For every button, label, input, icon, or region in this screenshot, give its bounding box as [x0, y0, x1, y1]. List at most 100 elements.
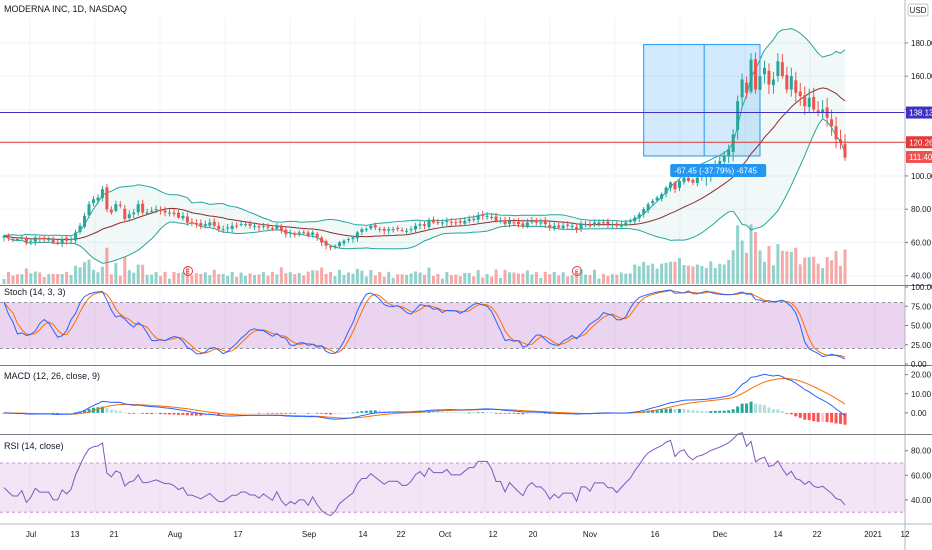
macd-histogram-bar	[320, 412, 324, 414]
macd-histogram-bar	[794, 412, 798, 417]
candle	[172, 212, 176, 215]
price-pane[interactable]: -67.45 (-37.79%) -6745 E E MODERNA INC, …	[0, 4, 905, 284]
candle	[615, 223, 619, 226]
candle	[624, 222, 628, 225]
macd-histogram-bar	[700, 410, 704, 413]
volume-bar	[727, 259, 731, 284]
currency-label[interactable]: USD	[907, 3, 929, 17]
candle	[758, 76, 762, 90]
macd-histogram-bar	[754, 403, 758, 413]
volume-bar	[695, 264, 699, 284]
macd-histogram-bar	[825, 412, 829, 423]
macd-histogram-bar	[521, 412, 525, 415]
volume-bar	[762, 261, 766, 284]
price-tag: 111.40	[909, 153, 932, 162]
candle	[619, 224, 623, 227]
rsi-title: RSI (14, close)	[4, 441, 64, 451]
volume-bar	[476, 270, 480, 284]
volume-bar	[172, 271, 176, 284]
macd-histogram-bar	[767, 407, 771, 413]
macd-histogram-bar	[360, 411, 364, 413]
candle	[253, 225, 257, 227]
macd-histogram-bar	[51, 412, 55, 414]
volume-bar	[615, 274, 619, 284]
candle	[601, 222, 605, 224]
candle	[24, 237, 28, 243]
volume-bar	[150, 274, 154, 284]
volume-bar	[230, 272, 234, 284]
volume-bar	[208, 275, 212, 284]
macd-histogram-bar	[176, 412, 180, 415]
candle	[821, 109, 825, 113]
candle	[718, 160, 722, 165]
volume-bar	[400, 274, 404, 284]
y-tick-label: 50.00	[911, 322, 932, 331]
macd-histogram-bar	[266, 412, 270, 414]
x-tick-label: 17	[234, 530, 243, 539]
macd-histogram-bar	[458, 412, 462, 414]
macd-histogram-bar	[217, 412, 221, 416]
macd-histogram-bar	[660, 409, 664, 413]
volume-bar	[369, 269, 373, 284]
candle	[42, 237, 46, 240]
volume-bars	[2, 224, 847, 284]
candle	[239, 224, 243, 226]
candle	[472, 218, 476, 220]
macd-signal-line	[3, 377, 846, 419]
macd-pane[interactable]: MACD (12, 26, close, 9)	[2, 371, 847, 425]
volume-bar	[346, 272, 350, 284]
volume-bar	[548, 274, 552, 284]
volume-bar	[114, 263, 118, 284]
macd-histogram-bar	[194, 412, 198, 416]
volume-bar	[454, 274, 458, 284]
volume-bar	[203, 272, 207, 284]
volume-bar	[485, 274, 489, 284]
macd-histogram-bar	[324, 412, 328, 415]
x-tick-label: 12	[489, 530, 498, 539]
macd-histogram-bar	[100, 406, 104, 413]
candle	[74, 232, 78, 241]
candle	[38, 238, 42, 240]
x-tick-label: 21	[110, 530, 119, 539]
macd-histogram-bar	[150, 412, 154, 415]
volume-bar	[42, 277, 46, 284]
candle	[803, 95, 807, 107]
volume-bar	[740, 240, 744, 284]
volume-bar	[154, 272, 158, 284]
bollinger-basis	[3, 87, 846, 240]
rsi-pane[interactable]: RSI (14, close)	[0, 432, 905, 517]
y-tick-label: 80.00	[911, 447, 932, 456]
candle	[127, 214, 131, 219]
volume-bar	[606, 275, 610, 284]
earnings-marker[interactable]: E	[183, 266, 193, 277]
volume-bar	[320, 267, 324, 284]
candle	[695, 177, 699, 184]
candle	[11, 238, 15, 240]
candle	[490, 216, 494, 218]
candle	[539, 222, 543, 224]
macd-histogram-bar	[499, 412, 503, 414]
volume-bar	[440, 278, 444, 284]
macd-histogram-bar	[691, 410, 695, 413]
macd-histogram-bar	[839, 412, 843, 424]
candle	[839, 139, 843, 143]
candle	[552, 225, 556, 228]
candle	[320, 237, 324, 243]
macd-histogram-bar	[494, 412, 498, 414]
candle	[78, 225, 82, 232]
volume-bar	[257, 274, 261, 284]
measure-box[interactable]	[643, 44, 761, 157]
candle	[454, 222, 458, 224]
macd-histogram-bar	[843, 412, 847, 425]
earnings-marker[interactable]: E	[572, 266, 582, 277]
macd-histogram-bar	[136, 412, 140, 414]
volume-bar	[718, 263, 722, 284]
macd-line	[3, 373, 846, 420]
candle	[767, 70, 771, 85]
stoch-pane[interactable]: Stoch (14, 3, 3)	[0, 287, 905, 360]
candle	[279, 226, 283, 231]
candle	[610, 224, 614, 226]
candle	[458, 221, 462, 223]
macd-histogram-bar	[812, 412, 816, 422]
